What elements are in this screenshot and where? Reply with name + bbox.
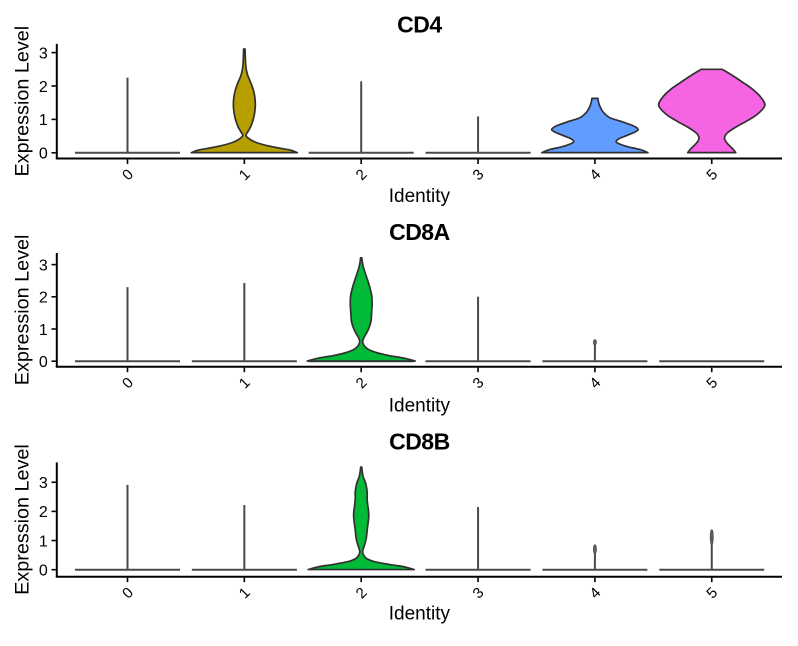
svg-text:3: 3 xyxy=(39,257,48,274)
svg-text:Identity: Identity xyxy=(389,186,451,207)
svg-text:0: 0 xyxy=(39,563,48,580)
svg-text:Identity: Identity xyxy=(389,603,451,624)
svg-text:1: 1 xyxy=(39,533,48,550)
svg-text:3: 3 xyxy=(39,45,48,62)
svg-text:1: 1 xyxy=(39,112,48,129)
svg-text:0: 0 xyxy=(39,354,48,371)
svg-text:3: 3 xyxy=(39,475,48,492)
svg-text:Expression Level: Expression Level xyxy=(12,235,34,386)
svg-text:Expression Level: Expression Level xyxy=(12,444,34,595)
svg-text:2: 2 xyxy=(39,79,48,96)
svg-text:2: 2 xyxy=(39,504,48,521)
svg-text:1: 1 xyxy=(39,322,48,339)
svg-text:Identity: Identity xyxy=(389,396,451,417)
svg-text:Expression Level: Expression Level xyxy=(12,26,34,177)
svg-text:2: 2 xyxy=(39,290,48,307)
svg-text:0: 0 xyxy=(39,146,48,163)
svg-text:CD4: CD4 xyxy=(397,12,442,38)
svg-text:CD8B: CD8B xyxy=(389,429,450,455)
svg-text:CD8A: CD8A xyxy=(389,219,450,245)
